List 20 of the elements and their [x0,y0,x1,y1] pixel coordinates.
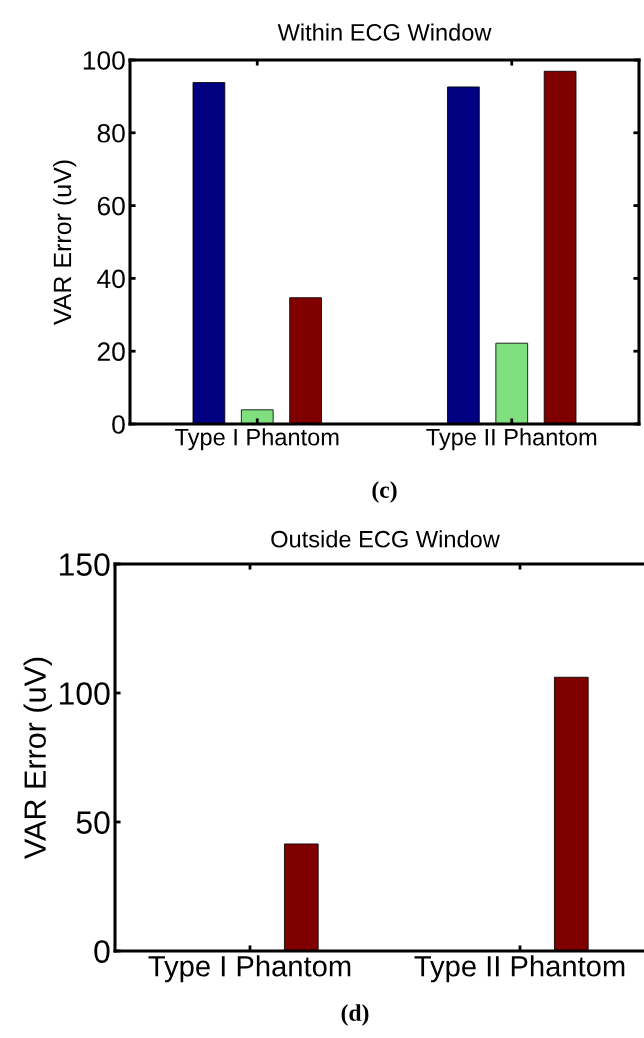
y-axis-title: VAR Error (uV) [52,160,77,326]
y-tick-label: 0 [112,415,125,434]
y-tick-label: 60 [97,196,125,216]
chart-title: Within ECG Window [277,23,492,41]
text: (d) [341,1004,369,1026]
y-tick-label: 20 [97,342,125,362]
chart-title: Outside ECG Window [271,530,500,548]
x-tick-label: Type II Phantom [414,955,625,983]
y-tick-label: 150 [59,553,110,576]
y-tick-label: 0 [94,940,110,963]
x-tick-label: Type I Phantom [148,955,351,983]
x-tick-label: Type II Phantom [426,428,597,451]
x-tick-label: Type I Phantom [175,428,339,451]
y-axis-title: VAR Error (uV) [23,657,52,859]
y-tick-label: 100 [59,682,110,705]
y-tick-label: 80 [97,123,125,143]
y-tick-label: 50 [76,811,110,834]
text: (c) [372,481,397,503]
y-tick-label: 40 [97,269,125,289]
y-tick-label: 100 [83,51,125,70]
